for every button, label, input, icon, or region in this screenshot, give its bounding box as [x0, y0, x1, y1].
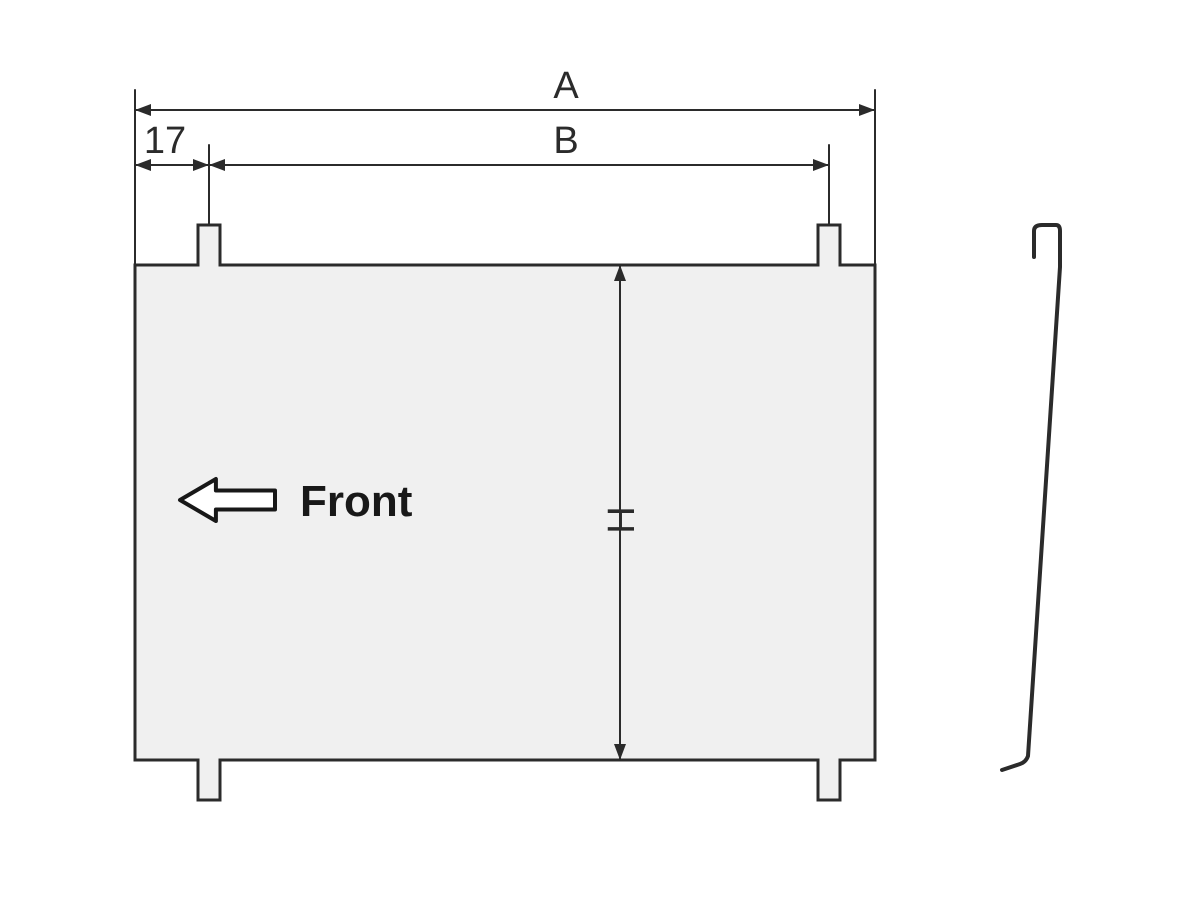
dimension-17: 17 [135, 120, 209, 171]
plate-side-profile [1002, 225, 1060, 770]
dimension-b: B [209, 120, 829, 225]
dimension-h-label: H [601, 506, 643, 533]
plate-front-view [135, 225, 875, 800]
dimension-17-label: 17 [144, 120, 186, 162]
dimension-b-label: B [553, 120, 578, 162]
front-label: Front [300, 477, 413, 526]
dimension-a-label: A [553, 65, 579, 107]
